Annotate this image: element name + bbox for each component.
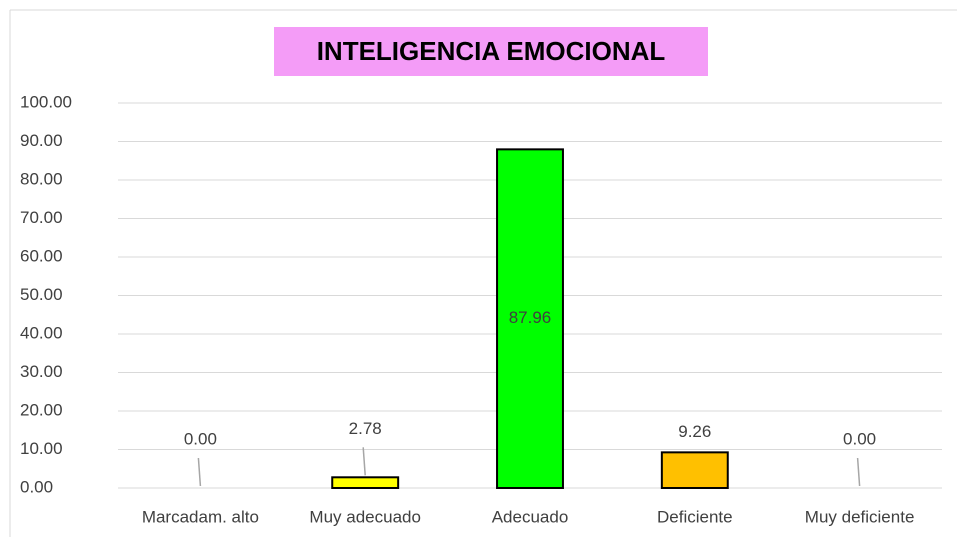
x-tick-label: Marcadam. alto <box>142 507 259 526</box>
y-tick-label: 40.00 <box>20 323 63 342</box>
data-label: 9.26 <box>678 422 711 441</box>
title-box <box>274 27 708 76</box>
y-tick-label: 0.00 <box>20 477 53 496</box>
y-tick-label: 10.00 <box>20 439 63 458</box>
data-label: 0.00 <box>184 429 217 448</box>
data-label: 2.78 <box>349 419 382 438</box>
data-label: 0.00 <box>843 429 876 448</box>
x-tick-label: Muy deficiente <box>805 507 915 526</box>
y-tick-label: 60.00 <box>20 246 63 265</box>
bar <box>660 451 729 489</box>
y-tick-label: 30.00 <box>20 362 63 381</box>
y-tick-label: 100.00 <box>20 92 72 111</box>
leader-line <box>197 457 202 487</box>
leader-line <box>856 457 861 487</box>
y-tick-label: 90.00 <box>20 131 63 150</box>
x-tick-label: Muy adecuado <box>309 507 421 526</box>
bar <box>496 148 564 489</box>
y-tick-label: 80.00 <box>20 169 63 188</box>
data-label: 87.96 <box>509 308 552 327</box>
y-tick-label: 70.00 <box>20 208 63 227</box>
x-tick-label: Deficiente <box>657 507 733 526</box>
x-tick-label: Adecuado <box>492 507 569 526</box>
leader-line <box>362 447 366 476</box>
bar <box>331 476 400 489</box>
chart-title: INTELIGENCIA EMOCIONAL <box>317 36 666 66</box>
y-tick-label: 20.00 <box>20 400 63 419</box>
y-tick-label: 50.00 <box>20 285 63 304</box>
